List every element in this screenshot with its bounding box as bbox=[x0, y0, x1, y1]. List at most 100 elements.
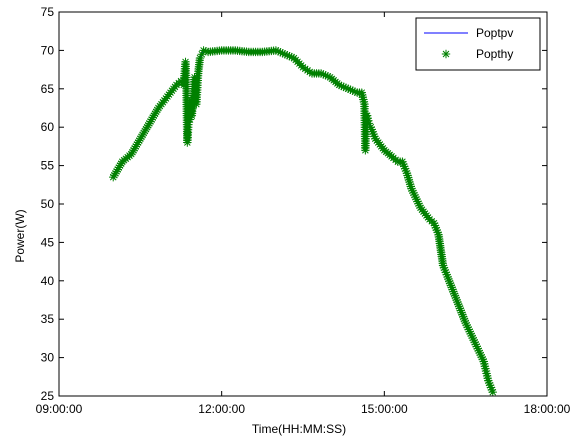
data-point-popthy-fill bbox=[447, 283, 456, 292]
data-point-popthy-fill bbox=[449, 287, 458, 296]
data-point-popthy-fill bbox=[147, 115, 156, 124]
data-point-popthy-fill bbox=[405, 180, 415, 189]
data-point-popthy-fill bbox=[305, 67, 314, 77]
y-tick-label: 70 bbox=[41, 43, 55, 57]
data-point-popthy-fill bbox=[412, 195, 421, 204]
data-point-popthy-fill bbox=[487, 385, 497, 395]
data-point-popthy-fill bbox=[363, 114, 372, 123]
data-point-popthy bbox=[357, 88, 366, 97]
data-point-popthy-fill bbox=[400, 164, 410, 173]
data-point-popthy-fill bbox=[433, 228, 442, 237]
data-point-popthy-fill bbox=[368, 127, 377, 137]
data-point-popthy-fill bbox=[141, 124, 151, 134]
series-markers-popthy bbox=[109, 46, 497, 397]
data-point-popthy-fill bbox=[481, 364, 490, 373]
data-point-popthy-fill bbox=[463, 323, 472, 332]
data-point-popthy-fill bbox=[370, 132, 379, 141]
data-point-popthy-fill bbox=[459, 314, 469, 324]
data-point-popthy-fill bbox=[413, 197, 422, 206]
data-point-popthy-fill bbox=[460, 316, 470, 326]
data-point-popthy bbox=[364, 119, 374, 128]
data-point-popthy-fill bbox=[273, 47, 283, 56]
data-point-popthy bbox=[199, 46, 208, 55]
data-point-popthy-fill bbox=[411, 192, 420, 202]
data-point-popthy-fill bbox=[138, 130, 147, 140]
data-point-popthy-fill bbox=[444, 274, 453, 284]
data-point-popthy-fill bbox=[469, 335, 478, 345]
y-tick-label: 65 bbox=[41, 82, 55, 96]
data-point-popthy-fill bbox=[475, 348, 484, 358]
data-point-popthy-fill bbox=[474, 346, 483, 355]
data-point-popthy-fill bbox=[449, 289, 459, 298]
data-point-popthy-fill bbox=[442, 270, 451, 279]
data-point-popthy-fill bbox=[303, 66, 312, 75]
data-point-popthy-fill bbox=[432, 225, 441, 235]
data-point-popthy-fill bbox=[285, 51, 294, 61]
data-point-popthy-fill bbox=[339, 82, 348, 92]
data-point-popthy-fill bbox=[410, 190, 419, 200]
data-point-popthy-fill bbox=[414, 199, 423, 208]
data-point-popthy-fill bbox=[445, 276, 454, 286]
data-point-popthy-fill bbox=[458, 310, 467, 319]
data-point-popthy bbox=[195, 53, 205, 63]
data-point-popthy bbox=[479, 357, 488, 366]
data-point-popthy bbox=[488, 387, 497, 397]
data-point-popthy bbox=[127, 149, 136, 159]
data-point-popthy-fill bbox=[451, 293, 461, 303]
data-point-popthy-fill bbox=[481, 366, 491, 376]
data-point-popthy-fill bbox=[341, 83, 351, 93]
legend: Poptpv Popthy bbox=[415, 17, 541, 71]
data-point-popthy-fill bbox=[439, 263, 449, 272]
data-point-popthy-fill bbox=[454, 302, 464, 311]
data-point-popthy-fill bbox=[456, 306, 465, 315]
data-point-popthy bbox=[136, 134, 145, 143]
data-point-popthy-fill bbox=[455, 304, 465, 313]
data-point-popthy-fill bbox=[482, 371, 492, 381]
data-point-popthy-fill bbox=[406, 182, 415, 191]
data-point-popthy-fill bbox=[148, 113, 157, 122]
data-point-popthy-fill bbox=[448, 285, 457, 294]
y-tick-label: 30 bbox=[41, 351, 55, 365]
y-tick-label: 35 bbox=[41, 312, 55, 326]
data-point-popthy-fill bbox=[359, 97, 369, 107]
data-point-popthy-fill bbox=[337, 81, 346, 91]
data-point-popthy-fill bbox=[466, 329, 475, 338]
data-point-popthy-fill bbox=[110, 171, 119, 180]
data-point-popthy bbox=[402, 169, 412, 178]
data-point-popthy bbox=[334, 80, 344, 90]
data-point-popthy bbox=[438, 261, 448, 270]
data-point-popthy-fill bbox=[201, 46, 211, 56]
data-point-popthy-fill bbox=[358, 90, 367, 100]
data-point-popthy-fill bbox=[480, 362, 490, 371]
data-point-popthy-fill bbox=[485, 381, 495, 390]
data-point-popthy-fill bbox=[473, 344, 482, 353]
data-point-popthy-fill bbox=[446, 281, 456, 290]
data-point-popthy-fill bbox=[112, 167, 121, 176]
data-point-popthy bbox=[429, 219, 439, 228]
data-point-popthy-fill bbox=[465, 327, 474, 336]
data-point-popthy bbox=[470, 338, 479, 347]
legend-box bbox=[415, 17, 541, 71]
data-point-popthy-fill bbox=[144, 121, 153, 130]
data-point-popthy-fill bbox=[399, 159, 408, 169]
data-point-popthy-fill bbox=[484, 378, 494, 388]
x-tick-label: 09:00:00 bbox=[36, 402, 83, 416]
data-point-popthy-fill bbox=[133, 138, 143, 147]
data-point-popthy-fill bbox=[131, 142, 141, 151]
data-point-popthy-fill bbox=[450, 291, 460, 301]
data-point-popthy-fill bbox=[477, 352, 486, 362]
data-point-popthy bbox=[484, 376, 493, 385]
data-point-popthy bbox=[280, 50, 290, 59]
data-point-popthy-fill bbox=[130, 144, 139, 153]
x-tick-label: 18:00:00 bbox=[524, 402, 571, 416]
y-tick-label: 40 bbox=[41, 274, 55, 288]
data-point-popthy-fill bbox=[287, 52, 296, 62]
data-point-popthy-fill bbox=[321, 71, 330, 80]
data-point-popthy-fill bbox=[454, 299, 463, 309]
y-tick-label: 45 bbox=[41, 235, 55, 249]
y-tick-label: 55 bbox=[41, 159, 55, 173]
data-point-popthy bbox=[113, 165, 122, 174]
data-point-popthy-fill bbox=[445, 279, 455, 288]
legend-label-popthy: Popthy bbox=[476, 47, 513, 61]
data-point-popthy-fill bbox=[149, 111, 159, 120]
